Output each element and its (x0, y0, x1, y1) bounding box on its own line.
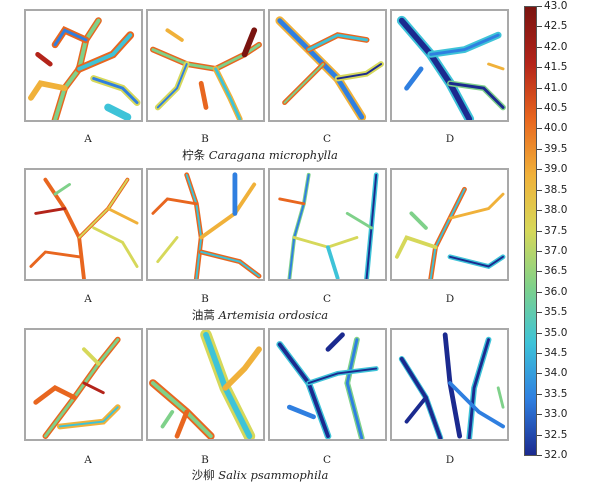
colorbar-tick (537, 148, 542, 150)
colorbar-tick (537, 108, 542, 110)
colorbar-tick-label: 42.0 (544, 40, 568, 53)
colorbar-tick-label: 33.5 (544, 387, 568, 400)
colorbar-tick (537, 169, 542, 171)
panel-artemisia-b (146, 168, 265, 281)
thermal-image-salix-a (33, 336, 121, 439)
colorbar-tick (537, 87, 542, 89)
thermal-image-salix-c (276, 332, 379, 439)
colorbar-tick-label: 38.0 (544, 204, 568, 217)
panel-caragana-d (390, 9, 509, 122)
colorbar-tick (537, 434, 542, 436)
colorbar-tick-label: 35.0 (544, 326, 568, 339)
caption-salix: 沙柳 Salix psammophila (0, 467, 520, 483)
panel-label-salix-c: C (322, 454, 332, 466)
panel-caragana-c (268, 9, 387, 122)
colorbar-tick-label: 33.0 (544, 408, 568, 421)
colorbar-tick (537, 312, 542, 314)
caption-salix-latin: Salix psammophila (218, 468, 329, 482)
colorbar-tick-label: 40.5 (544, 102, 568, 115)
caption-caragana: 柠条 Caragana microphylla (0, 147, 520, 163)
panel-label-salix-b: B (201, 454, 209, 466)
thermal-image-artemisia-a (29, 177, 139, 279)
thermal-image-salix-d (398, 332, 505, 439)
thermal-image-artemisia-b (151, 172, 262, 279)
colorbar-tick-label: 32.0 (544, 449, 568, 461)
colorbar-tick (537, 210, 542, 212)
panel-label-artemisia-d: D (445, 293, 455, 305)
colorbar-tick-label: 42.5 (544, 20, 568, 33)
thermal-image-caragana-d (396, 15, 506, 120)
colorbar-tick-label: 36.5 (544, 265, 568, 278)
colorbar-tick (537, 230, 542, 232)
panel-artemisia-a (24, 168, 143, 281)
colorbar-tick-label: 40.0 (544, 122, 568, 135)
panel-label-artemisia-a: A (84, 293, 92, 305)
caption-caragana-cn: 柠条 (182, 148, 206, 162)
panel-artemisia-d (390, 168, 509, 281)
caption-artemisia: 油蒿 Artemisia ordosica (0, 307, 520, 323)
colorbar-tick (537, 332, 542, 334)
panel-salix-a (24, 328, 143, 441)
panel-label-caragana-b: B (201, 133, 209, 145)
colorbar-tick (537, 67, 542, 69)
panel-label-salix-d: D (445, 454, 455, 466)
colorbar-tick-label: 34.0 (544, 367, 568, 380)
caption-salix-cn: 沙柳 (191, 468, 215, 482)
panel-label-salix-a: A (84, 454, 92, 466)
panel-artemisia-c (268, 168, 387, 281)
colorbar-tick (537, 373, 542, 375)
colorbar-tick (537, 352, 542, 354)
colorbar-tick (537, 46, 542, 48)
colorbar-tick (537, 271, 542, 273)
colorbar-tick (537, 291, 542, 293)
colorbar-tick-label: 35.5 (544, 306, 568, 319)
colorbar-tick-label: 39.0 (544, 163, 568, 176)
thermal-image-caragana-b (150, 27, 262, 120)
colorbar-tick-label: 34.5 (544, 346, 568, 359)
panel-label-artemisia-c: C (322, 293, 332, 305)
panel-caragana-a (24, 9, 143, 122)
panel-salix-c (268, 328, 387, 441)
thermal-image-artemisia-c (278, 172, 379, 279)
colorbar-tick-label: 41.5 (544, 61, 568, 74)
panel-label-caragana-a: A (84, 133, 92, 145)
panel-label-caragana-d: D (445, 133, 455, 145)
colorbar-tick-label: 38.5 (544, 183, 568, 196)
colorbar-tick-label: 36.0 (544, 285, 568, 298)
panel-label-artemisia-b: B (201, 293, 209, 305)
thermal-image-artemisia-d (395, 186, 506, 279)
thermal-image-salix-b (149, 330, 262, 439)
colorbar-tick-label: 41.0 (544, 81, 568, 94)
colorbar-tick-label: 43.0 (544, 0, 568, 12)
colorbar-tick (537, 250, 542, 252)
colorbar-tick (537, 189, 542, 191)
colorbar-tick (537, 128, 542, 130)
caption-artemisia-latin: Artemisia ordosica (218, 308, 329, 322)
caption-artemisia-cn: 油蒿 (191, 308, 215, 322)
colorbar-tick (537, 393, 542, 395)
colorbar-tick (537, 414, 542, 416)
caption-caragana-latin: Caragana microphylla (208, 148, 338, 162)
colorbar-tick (537, 6, 542, 7)
panel-salix-b (146, 328, 265, 441)
panel-caragana-b (146, 9, 265, 122)
temperature-colorbar (524, 6, 537, 456)
colorbar-tick (537, 26, 542, 28)
thermal-image-caragana-c (275, 16, 384, 120)
thermal-image-caragana-a (28, 17, 141, 120)
panel-label-caragana-c: C (322, 133, 332, 145)
colorbar-tick-label: 37.5 (544, 224, 568, 237)
panel-salix-d (390, 328, 509, 441)
colorbar-tick-label: 32.5 (544, 428, 568, 441)
colorbar-tick (537, 455, 542, 456)
colorbar-tick-label: 39.5 (544, 142, 568, 155)
colorbar-tick-label: 37.0 (544, 244, 568, 257)
